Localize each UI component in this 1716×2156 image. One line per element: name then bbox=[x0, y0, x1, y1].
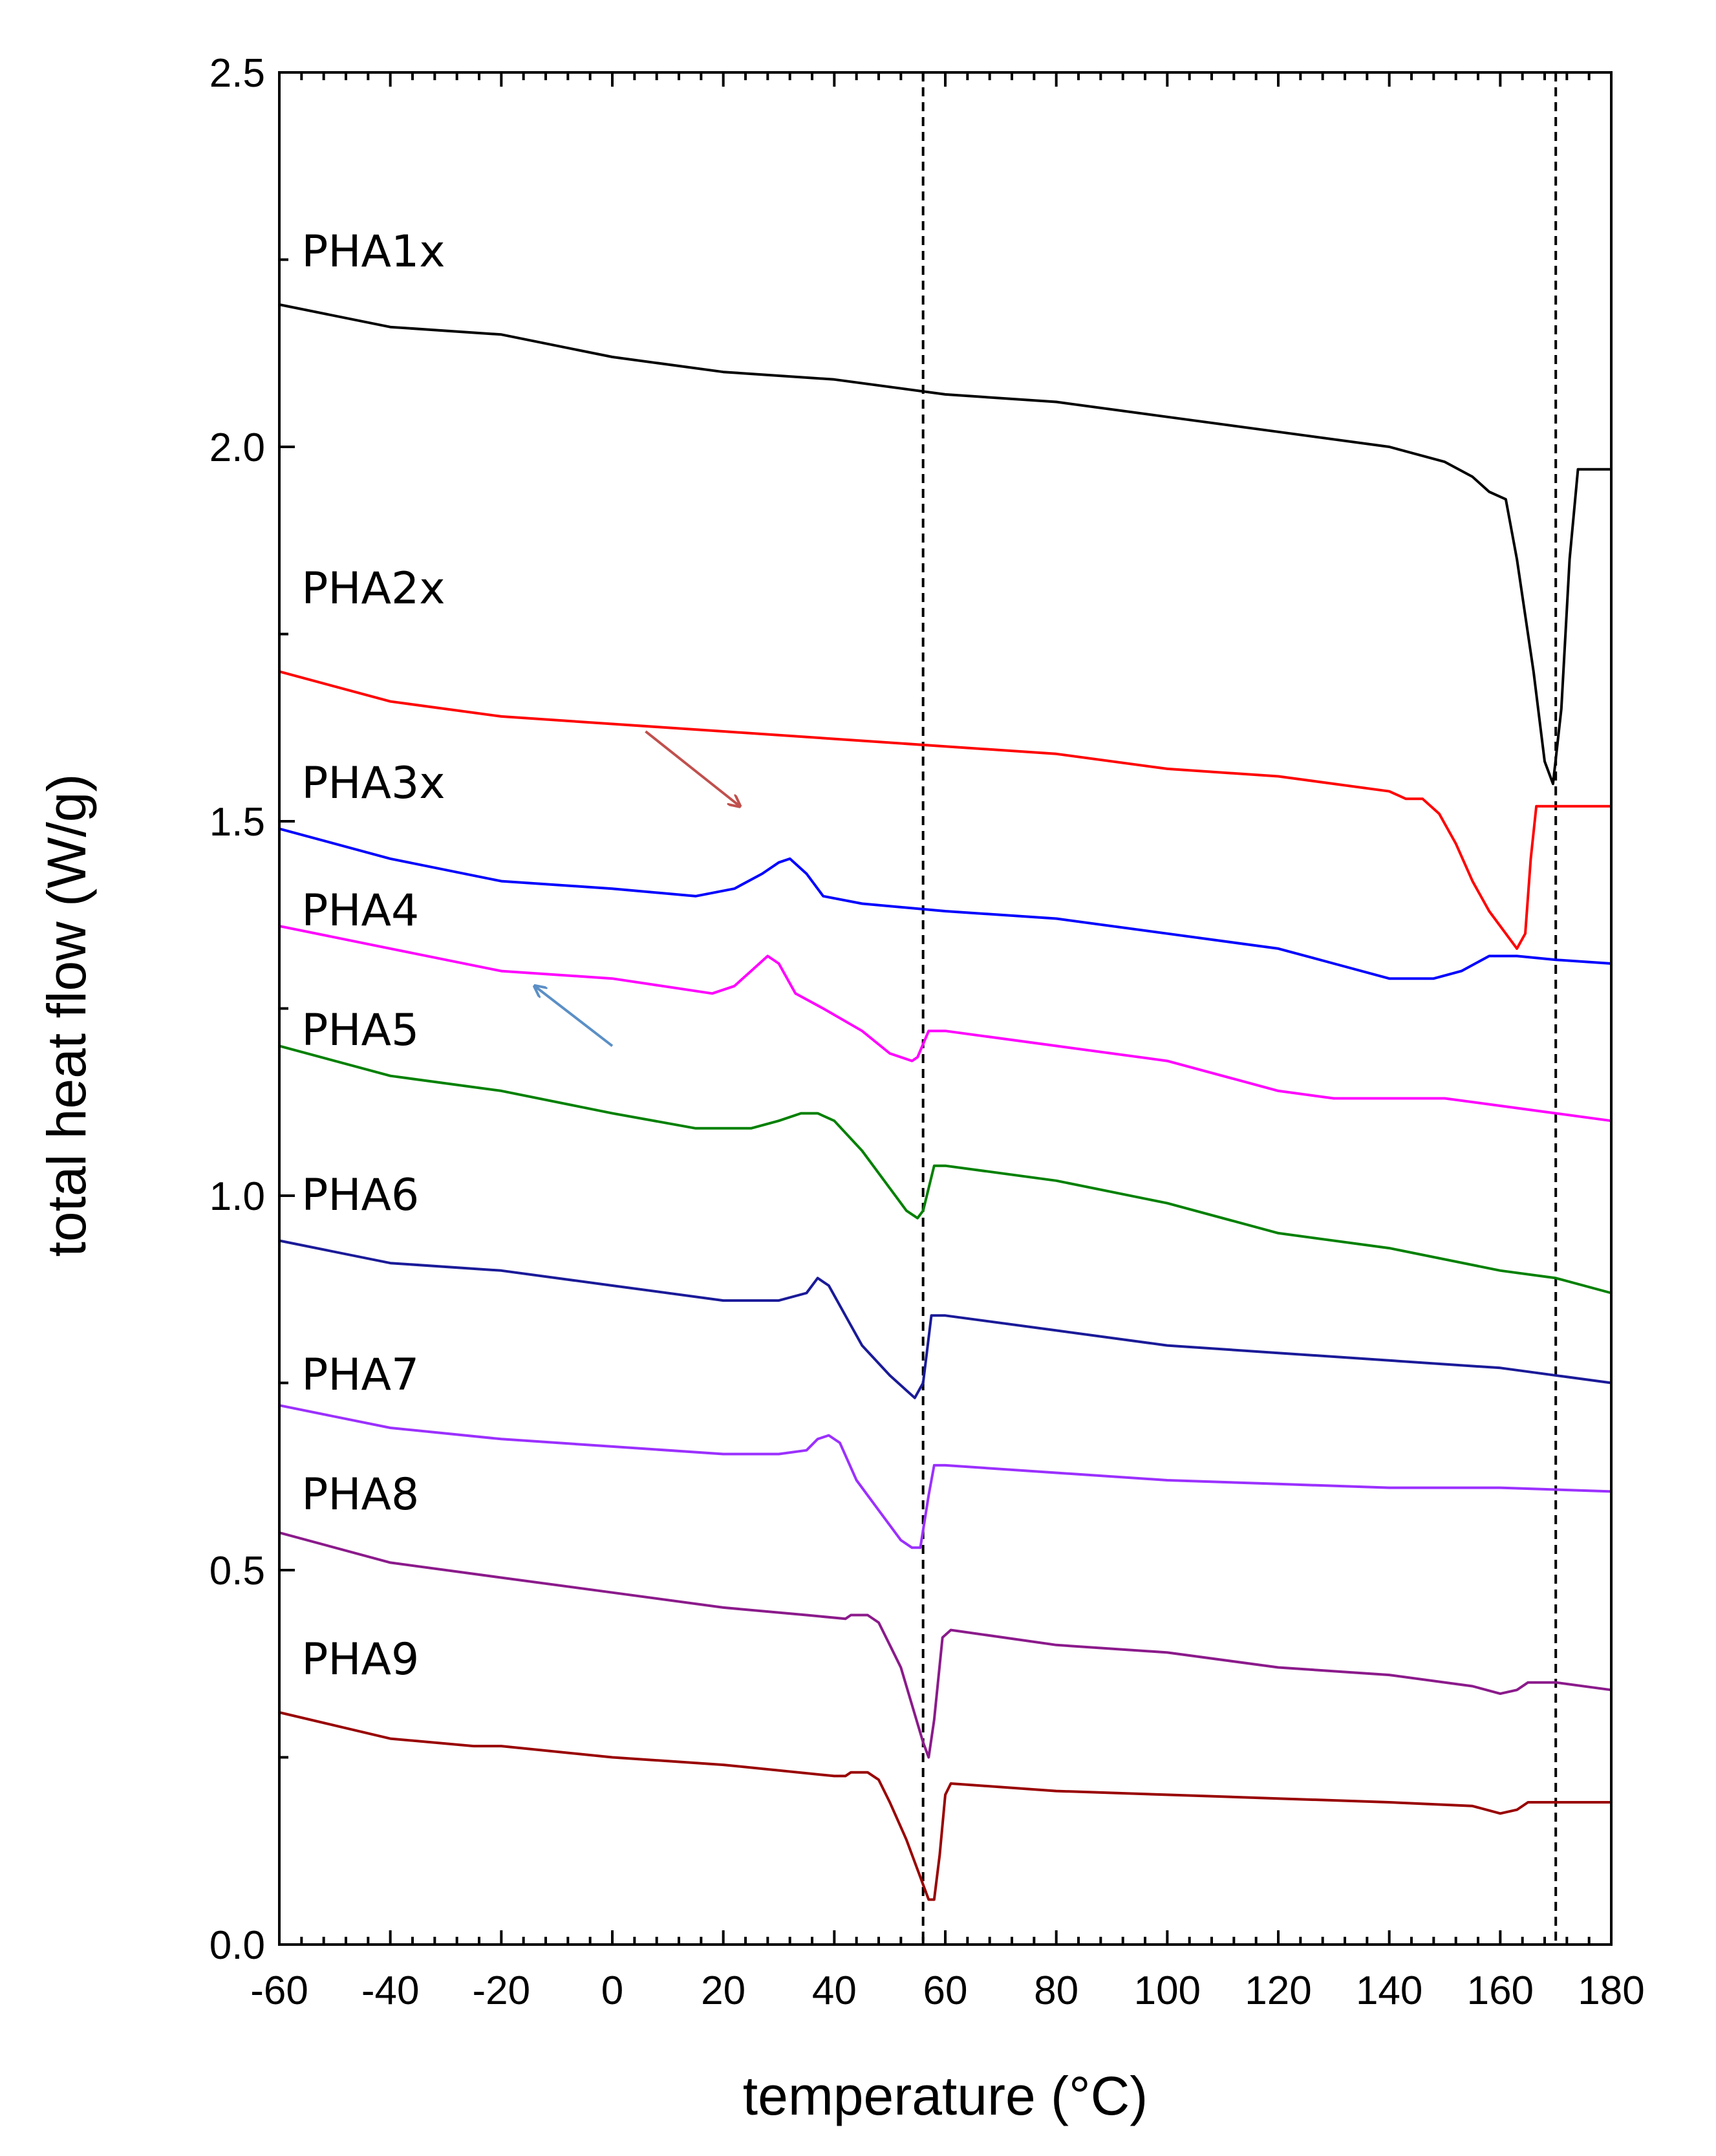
series-label-pha2x: PHA2x bbox=[301, 563, 445, 614]
series-line-pha6 bbox=[278, 1239, 1613, 1399]
y-tick-label: 2.5 bbox=[209, 51, 265, 96]
x-tick-label: 80 bbox=[1034, 1968, 1078, 2013]
y-tick-label: 1.0 bbox=[209, 1174, 265, 1219]
x-tick-label: 20 bbox=[701, 1968, 745, 2013]
x-tick-label: 100 bbox=[1134, 1968, 1201, 2013]
series-line-pha8 bbox=[278, 1531, 1613, 1759]
series-line-pha7 bbox=[278, 1404, 1613, 1549]
series-label-pha7: PHA7 bbox=[301, 1350, 419, 1401]
x-tick-label: -60 bbox=[250, 1968, 308, 2013]
series-group bbox=[278, 303, 1613, 1901]
y-tick-label: 1.5 bbox=[209, 800, 265, 845]
y-tick-label: 0.0 bbox=[209, 1923, 265, 1968]
x-axis-title: temperature (°C) bbox=[743, 2065, 1148, 2126]
series-line-pha3x bbox=[278, 827, 1613, 980]
series-line-pha4 bbox=[278, 925, 1613, 1123]
series-label-pha9: PHA9 bbox=[301, 1634, 419, 1685]
series-label-pha3x: PHA3x bbox=[301, 758, 445, 809]
plot-frame bbox=[278, 71, 1613, 1946]
x-tick-label: 180 bbox=[1578, 1968, 1644, 2013]
series-line-pha5 bbox=[278, 1044, 1613, 1295]
reference-lines bbox=[921, 72, 1558, 1945]
series-label-pha4: PHA4 bbox=[301, 885, 419, 936]
y-tick-label: 2.0 bbox=[209, 426, 265, 470]
series-line-pha1x bbox=[278, 303, 1613, 786]
series-line-pha2x bbox=[278, 670, 1613, 950]
series-label-pha5: PHA5 bbox=[301, 1005, 419, 1056]
annotation-arrow-2 bbox=[535, 986, 614, 1047]
x-tick-label: 0 bbox=[601, 1968, 623, 2013]
series-label-pha1x: PHA1x bbox=[301, 226, 445, 277]
x-tick-label: 120 bbox=[1245, 1968, 1311, 2013]
y-axis-title: total heat flow (W/g) bbox=[36, 774, 97, 1257]
x-tick-label: -40 bbox=[361, 1968, 420, 2013]
annotation-arrows bbox=[535, 730, 740, 1047]
x-tick-label: 40 bbox=[812, 1968, 857, 2013]
series-label-pha8: PHA8 bbox=[301, 1469, 419, 1520]
y-tick-label: 0.5 bbox=[209, 1549, 265, 1593]
x-tick-label: 140 bbox=[1356, 1968, 1422, 2013]
series-line-pha9 bbox=[278, 1711, 1613, 1901]
series-label-pha6: PHA6 bbox=[301, 1170, 419, 1221]
x-tick-label: 60 bbox=[923, 1968, 968, 2013]
series-labels: PHA1x PHA2x PHA3x PHA4 PHA5 PHA6 PHA7 PHA8 PHA9 bbox=[301, 226, 445, 1685]
annotation-arrow-1 bbox=[645, 730, 740, 806]
x-axis-ticks: -60 -40 -20 0 20 40 60 80 100 120 140 160 180 bbox=[250, 72, 1645, 2013]
y-axis-ticks: 0.0 0.5 1.0 1.5 2.0 2.5 bbox=[209, 51, 295, 1968]
x-tick-label: 160 bbox=[1467, 1968, 1534, 2013]
x-tick-label: -20 bbox=[473, 1968, 531, 2013]
